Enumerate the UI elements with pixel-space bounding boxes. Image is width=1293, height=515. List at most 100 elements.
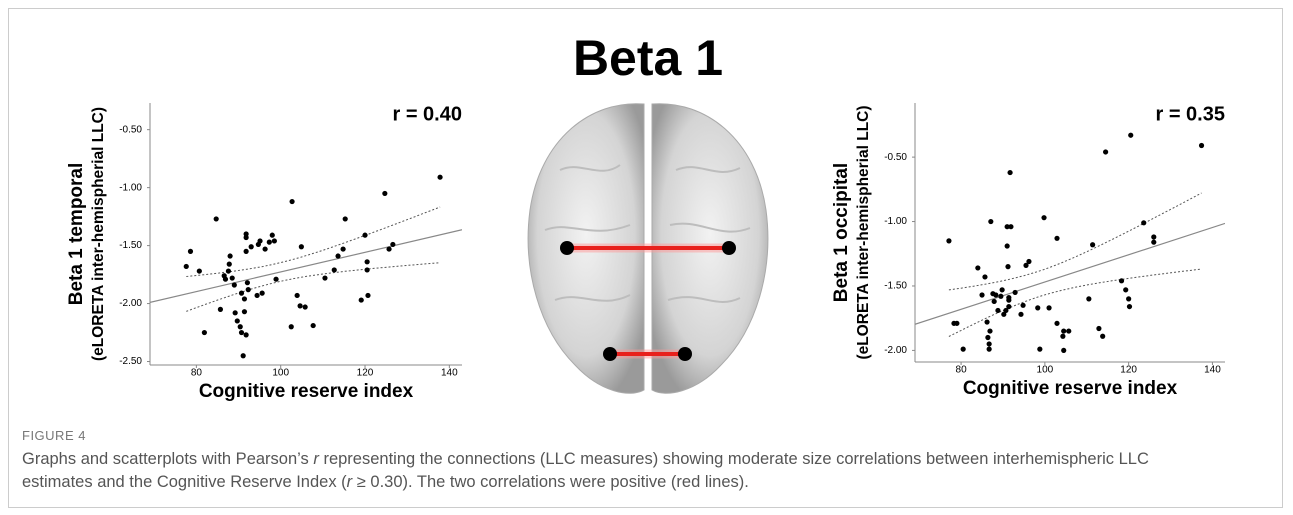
point bbox=[364, 259, 370, 265]
point bbox=[1123, 287, 1129, 293]
point bbox=[993, 292, 999, 298]
figure-label: FIGURE 4 bbox=[22, 428, 86, 443]
point bbox=[1126, 303, 1133, 310]
point bbox=[262, 246, 268, 252]
point bbox=[984, 319, 990, 325]
point bbox=[196, 268, 202, 274]
point bbox=[979, 292, 985, 298]
point bbox=[289, 198, 295, 205]
point bbox=[231, 282, 237, 288]
point bbox=[243, 332, 249, 338]
y-tick-label: -2.00 bbox=[884, 345, 907, 356]
electrode bbox=[560, 241, 574, 255]
point bbox=[1046, 305, 1052, 311]
fit-line bbox=[915, 222, 1225, 325]
point bbox=[991, 298, 997, 305]
point bbox=[269, 232, 275, 238]
y-tick-label: -2.00 bbox=[119, 298, 142, 309]
x-axis-label: Cognitive reserve index bbox=[199, 381, 414, 402]
point bbox=[1151, 239, 1157, 245]
annotation: r = 0.35 bbox=[1155, 103, 1225, 125]
point bbox=[183, 263, 189, 270]
point bbox=[288, 324, 294, 330]
point bbox=[1005, 264, 1011, 270]
point bbox=[273, 276, 279, 282]
point bbox=[1023, 262, 1029, 268]
point bbox=[227, 253, 233, 259]
point bbox=[1012, 289, 1018, 296]
fit-line bbox=[150, 229, 462, 303]
point bbox=[229, 275, 235, 281]
point bbox=[244, 280, 250, 286]
point bbox=[1126, 296, 1132, 302]
point bbox=[960, 346, 966, 352]
point bbox=[240, 353, 246, 359]
x-tick-label: 140 bbox=[441, 368, 458, 379]
point bbox=[362, 232, 368, 238]
point bbox=[297, 303, 303, 309]
point bbox=[245, 287, 251, 293]
point bbox=[241, 296, 248, 302]
x-tick-label: 100 bbox=[1037, 365, 1054, 376]
point bbox=[232, 310, 238, 316]
point bbox=[390, 241, 396, 248]
point bbox=[266, 239, 272, 245]
point bbox=[1026, 258, 1032, 265]
electrode bbox=[603, 347, 617, 361]
point bbox=[382, 190, 388, 197]
x-tick-label: 140 bbox=[1204, 365, 1221, 376]
brain bbox=[527, 103, 769, 394]
frame bbox=[8, 8, 1283, 508]
point bbox=[364, 267, 370, 273]
y-axis-label: Beta 1 occipital bbox=[831, 163, 852, 302]
point bbox=[1035, 305, 1041, 311]
y-axis-label: Beta 1 temporal bbox=[66, 163, 87, 306]
y-tick-label: -1.00 bbox=[884, 216, 907, 227]
point bbox=[234, 318, 240, 324]
point bbox=[1103, 149, 1109, 155]
x-tick-label: 100 bbox=[272, 368, 289, 379]
point bbox=[365, 292, 371, 299]
point bbox=[1054, 320, 1060, 326]
point bbox=[998, 293, 1004, 299]
point bbox=[222, 276, 229, 282]
point bbox=[1054, 235, 1060, 241]
confidence-band bbox=[948, 268, 1202, 337]
point bbox=[241, 309, 248, 315]
point bbox=[386, 246, 392, 252]
point bbox=[201, 329, 207, 336]
point bbox=[259, 290, 265, 296]
point bbox=[1020, 302, 1026, 308]
point bbox=[358, 297, 364, 303]
x-axis-label: Cognitive reserve index bbox=[963, 378, 1178, 399]
y-tick-label: -1.50 bbox=[119, 240, 142, 251]
point bbox=[1018, 311, 1024, 317]
point bbox=[985, 334, 991, 341]
point bbox=[310, 322, 316, 329]
point bbox=[1037, 346, 1043, 352]
point bbox=[1006, 297, 1012, 303]
point bbox=[1004, 224, 1010, 230]
point bbox=[1100, 333, 1106, 339]
point bbox=[1086, 296, 1092, 302]
electrode bbox=[678, 347, 692, 361]
point bbox=[237, 324, 243, 330]
point bbox=[298, 244, 304, 250]
caption-text: Graphs and scatterplots with Pearson’s bbox=[22, 450, 314, 468]
point bbox=[342, 216, 348, 222]
point bbox=[238, 329, 245, 336]
y-tick-label: -0.50 bbox=[884, 152, 907, 163]
point bbox=[254, 292, 260, 299]
x-tick-label: 120 bbox=[1120, 365, 1137, 376]
point bbox=[1003, 307, 1009, 314]
point bbox=[213, 216, 219, 222]
point bbox=[987, 328, 993, 334]
caption-text: representing the connections (LLC measur… bbox=[22, 450, 1149, 491]
y-axis-sublabel: (eLORETA inter-hemispherial LLC) bbox=[855, 105, 872, 359]
point bbox=[271, 238, 277, 244]
y-tick-label: -1.50 bbox=[884, 281, 907, 292]
point bbox=[986, 341, 992, 347]
point bbox=[946, 238, 952, 244]
point bbox=[988, 218, 994, 225]
point bbox=[302, 304, 308, 310]
